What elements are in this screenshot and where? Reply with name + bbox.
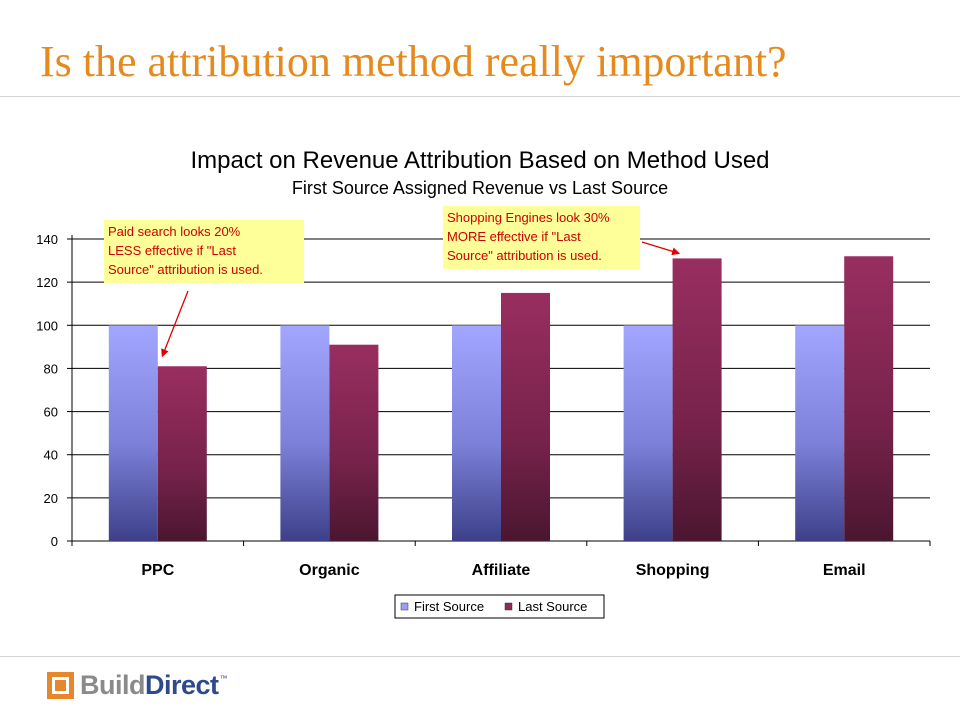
bar-shopping-last-source [672,258,722,541]
bar-email-last-source [844,256,894,541]
annotation-arrow [641,241,681,256]
annotation-text: LESS effective if "Last [108,243,236,258]
annotation-text: Source" attribution is used. [447,248,602,263]
bar-shopping-first-source [623,325,673,541]
annotation-text: MORE effective if "Last [447,229,581,244]
bar-affiliate-first-source [452,325,501,541]
x-tick-label: Organic [299,562,360,579]
annotation-text: Shopping Engines look 30% [447,210,610,225]
annotation-text: Paid search looks 20% [108,224,241,239]
bar-ppc-first-source [108,325,158,541]
legend-swatch [400,602,409,611]
bar-ppc-last-source [157,366,207,541]
legend-entry: Last Source [518,599,587,614]
logo-trademark: ™ [219,674,228,683]
x-tick-label: Email [823,562,866,579]
chart-title: Impact on Revenue Attribution Based on M… [190,147,769,174]
y-tick-label: 120 [36,275,58,290]
y-tick-label: 100 [36,318,58,333]
y-tick-label: 0 [51,534,58,549]
annotation-callout-box [104,220,304,283]
y-tick-label: 60 [44,405,58,420]
y-tick-label: 40 [44,448,58,463]
bar-organic-first-source [280,325,330,541]
annotation-text: Source" attribution is used. [108,262,263,277]
y-tick-label: 140 [36,232,58,247]
bar-email-first-source [795,325,845,541]
footer-divider [0,656,960,657]
x-tick-label: Affiliate [472,562,531,579]
y-tick-label: 80 [44,361,58,376]
y-tick-label: 20 [44,491,58,506]
legend-entry: First Source [414,599,484,614]
x-tick-label: PPC [141,562,174,579]
annotation-callout-box [443,206,640,269]
legend-box [394,594,605,619]
annotation-arrow [161,290,189,358]
logo-text-direct: Direct [145,670,219,700]
x-tick-label: Shopping [636,562,710,579]
builddirect-logo: BuildDirect ™ [47,672,228,699]
builddirect-logo-mark-icon [47,672,74,699]
bar-organic-last-source [329,344,379,541]
slide-title: Is the attribution method really importa… [40,37,787,86]
legend-swatch [504,602,513,611]
logo-wordmark: BuildDirect [80,672,219,699]
chart-subtitle: First Source Assigned Revenue vs Last So… [292,178,668,198]
title-divider [0,96,960,97]
bar-affiliate-last-source [501,292,550,541]
logo-text-build: Build [80,670,146,700]
